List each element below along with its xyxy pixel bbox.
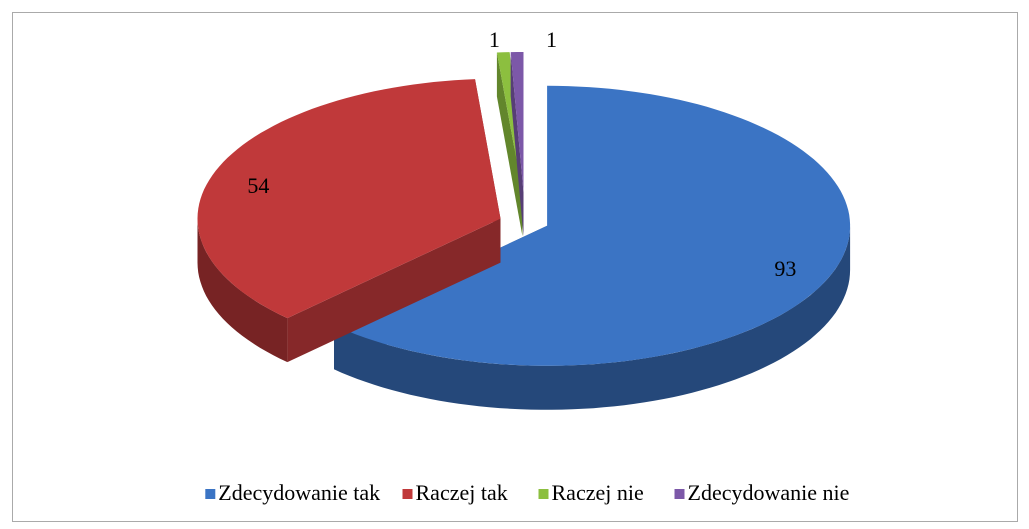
legend-swatch [205, 489, 216, 499]
legend-label: Zdecydowanie nie [688, 480, 850, 505]
legend-label: Raczej nie [552, 480, 644, 505]
slice-top [496, 52, 523, 192]
data-label: 93 [774, 256, 796, 281]
legend-swatch [674, 489, 685, 499]
data-label: 54 [247, 173, 269, 198]
legend-swatch [538, 489, 549, 499]
pie-slice [197, 79, 501, 363]
pie-slice [510, 52, 524, 236]
slice-wall [197, 218, 288, 363]
data-label: 1 [546, 27, 557, 52]
legend-label: Zdecydowanie tak [218, 480, 380, 505]
slice-top [197, 79, 501, 319]
slice-side [496, 52, 523, 236]
legend-label: Raczej tak [416, 480, 508, 505]
slice-top [334, 85, 851, 366]
legend-swatch [402, 489, 413, 499]
slice-side [287, 218, 501, 363]
data-label: 1 [489, 27, 500, 52]
slice-side [510, 52, 524, 236]
slice-top [510, 52, 524, 192]
slice-wall [334, 225, 851, 410]
